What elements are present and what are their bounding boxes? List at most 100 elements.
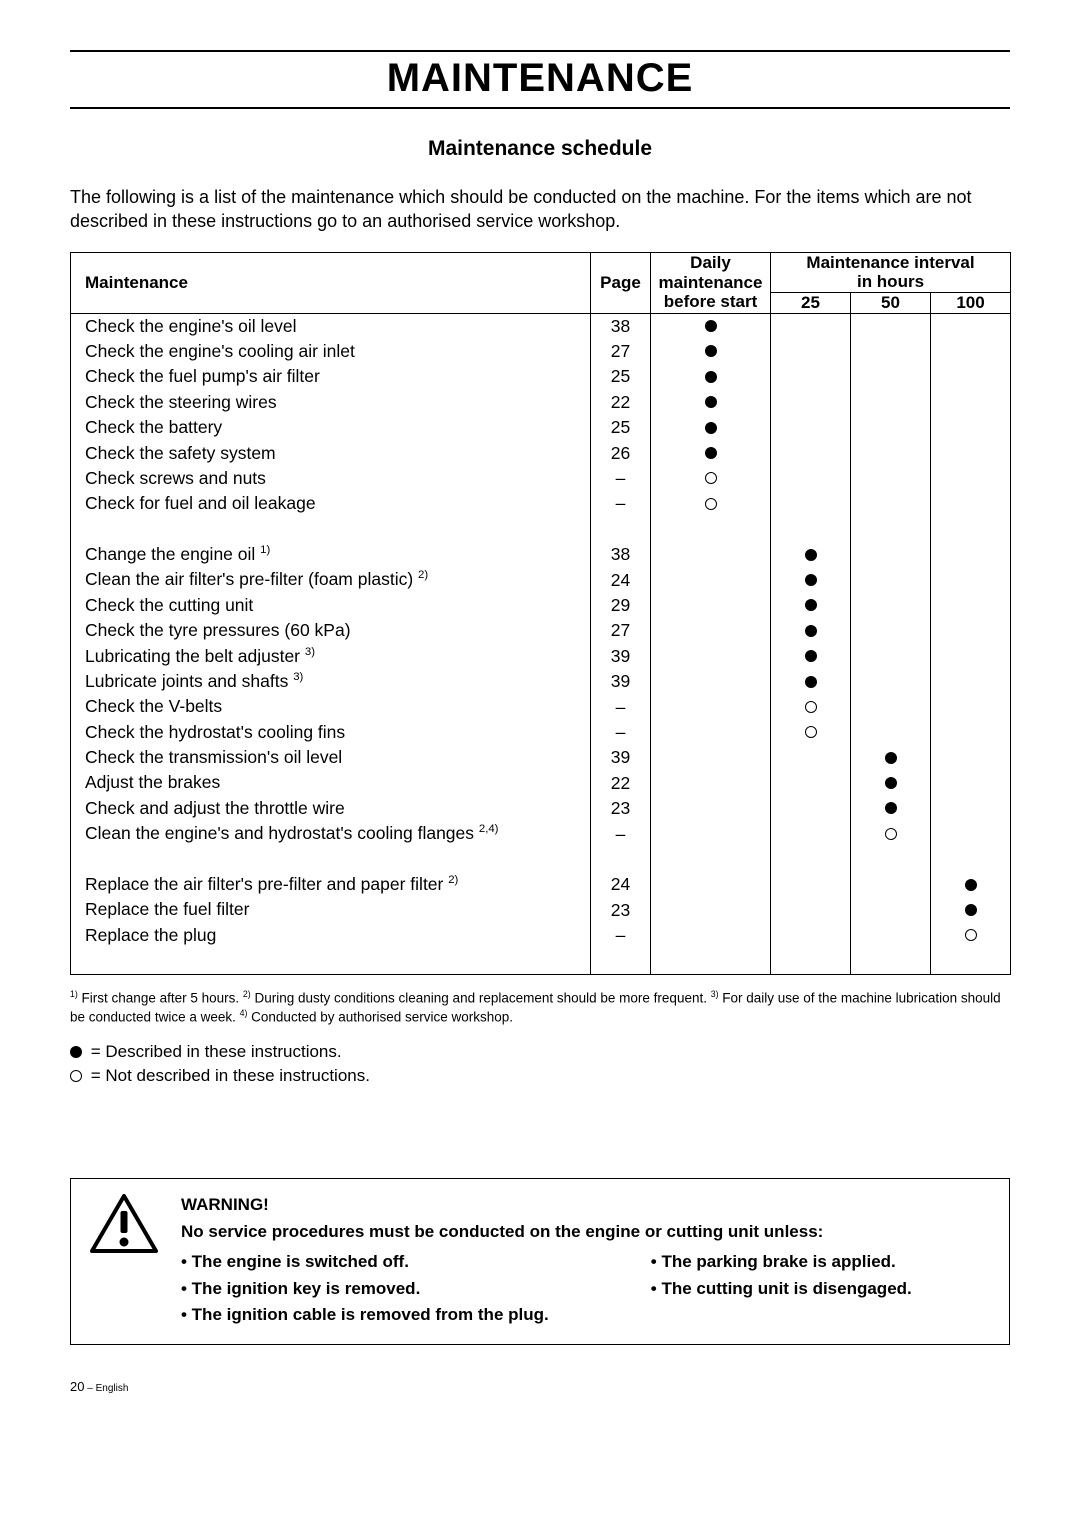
h100-mark bbox=[931, 364, 1010, 389]
task-row: Check the battery bbox=[85, 415, 582, 440]
h25-mark bbox=[771, 898, 850, 923]
h25-mark bbox=[771, 390, 850, 415]
h25-mark bbox=[771, 669, 850, 694]
h100-mark bbox=[931, 542, 1010, 567]
task-row: Check screws and nuts bbox=[85, 466, 582, 491]
h50-mark bbox=[851, 695, 930, 720]
h50-mark bbox=[851, 644, 930, 669]
warning-item: • The parking brake is applied. bbox=[651, 1250, 991, 1275]
h50-column bbox=[851, 313, 931, 974]
h25-mark bbox=[771, 923, 850, 948]
h50-mark bbox=[851, 314, 930, 339]
page-ref: – bbox=[591, 822, 650, 847]
h25-column bbox=[771, 313, 851, 974]
task-row: Check the steering wires bbox=[85, 390, 582, 415]
daily-mark bbox=[651, 745, 770, 770]
h50-mark bbox=[851, 872, 930, 897]
h50-mark bbox=[851, 720, 930, 745]
h100-column bbox=[931, 313, 1011, 974]
h50-mark bbox=[851, 441, 930, 466]
task-row: Check the engine's cooling air inlet bbox=[85, 339, 582, 364]
h100-mark bbox=[931, 695, 1010, 720]
h25-mark bbox=[771, 364, 850, 389]
task-row: Replace the fuel filter bbox=[85, 897, 582, 922]
h50-mark bbox=[851, 618, 930, 643]
daily-mark bbox=[651, 644, 770, 669]
page-ref: 26 bbox=[591, 441, 650, 466]
h100-mark bbox=[931, 491, 1010, 516]
h100-mark bbox=[931, 441, 1010, 466]
page-ref: 22 bbox=[591, 390, 650, 415]
h25-mark bbox=[771, 822, 850, 847]
h50-mark bbox=[851, 390, 930, 415]
daily-mark bbox=[651, 796, 770, 821]
daily-mark bbox=[651, 593, 770, 618]
page-ref: 25 bbox=[591, 415, 650, 440]
page-number: 20 – English bbox=[70, 1379, 1010, 1394]
warning-item: • The ignition key is removed. bbox=[181, 1277, 651, 1302]
h50-mark bbox=[851, 796, 930, 821]
h50-mark bbox=[851, 364, 930, 389]
h50-mark bbox=[851, 568, 930, 593]
h25-mark bbox=[771, 796, 850, 821]
page-ref: – bbox=[591, 491, 650, 516]
ring-icon bbox=[70, 1070, 82, 1082]
h100-mark bbox=[931, 872, 1010, 897]
daily-mark bbox=[651, 720, 770, 745]
task-row: Check the hydrostat's cooling fins bbox=[85, 720, 582, 745]
h25-mark bbox=[771, 745, 850, 770]
h50-mark bbox=[851, 542, 930, 567]
warning-box: WARNING! No service procedures must be c… bbox=[70, 1178, 1010, 1345]
task-row: Adjust the brakes bbox=[85, 770, 582, 795]
page-ref: – bbox=[591, 923, 650, 948]
page-ref: – bbox=[591, 720, 650, 745]
h25-mark bbox=[771, 441, 850, 466]
h100-mark bbox=[931, 390, 1010, 415]
h100-mark bbox=[931, 669, 1010, 694]
h100-mark bbox=[931, 593, 1010, 618]
page-ref: 22 bbox=[591, 771, 650, 796]
task-row: Check the fuel pump's air filter bbox=[85, 364, 582, 389]
h100-mark bbox=[931, 771, 1010, 796]
page-ref: – bbox=[591, 695, 650, 720]
daily-mark bbox=[651, 695, 770, 720]
daily-mark bbox=[651, 441, 770, 466]
page-ref: 23 bbox=[591, 898, 650, 923]
h25-mark bbox=[771, 491, 850, 516]
daily-mark bbox=[651, 568, 770, 593]
page-ref: 24 bbox=[591, 872, 650, 897]
h25-mark bbox=[771, 644, 850, 669]
page-ref: 39 bbox=[591, 669, 650, 694]
page-ref: 38 bbox=[591, 542, 650, 567]
h25-mark bbox=[771, 339, 850, 364]
header-daily: Daily maintenance before start bbox=[651, 252, 771, 313]
h25-mark bbox=[771, 872, 850, 897]
task-row: Check and adjust the throttle wire bbox=[85, 796, 582, 821]
h25-mark bbox=[771, 618, 850, 643]
task-row: Check the V-belts bbox=[85, 694, 582, 719]
warning-item: • The cutting unit is disengaged. bbox=[651, 1277, 991, 1302]
warning-heading: WARNING! bbox=[181, 1193, 991, 1218]
footnote: 1) First change after 5 hours. 2) During… bbox=[70, 989, 1010, 1026]
header-100: 100 bbox=[931, 292, 1011, 313]
page-ref: 24 bbox=[591, 568, 650, 593]
task-column: Check the engine's oil levelCheck the en… bbox=[71, 313, 591, 974]
h25-mark bbox=[771, 314, 850, 339]
header-maintenance: Maintenance bbox=[71, 252, 591, 313]
h25-mark bbox=[771, 695, 850, 720]
h100-mark bbox=[931, 720, 1010, 745]
page-column: 382725222526––382429273939––392223–2423– bbox=[591, 313, 651, 974]
page-ref: 29 bbox=[591, 593, 650, 618]
task-row: Check the transmission's oil level bbox=[85, 745, 582, 770]
task-row: Lubricate joints and shafts 3) bbox=[85, 669, 582, 694]
daily-mark bbox=[651, 364, 770, 389]
h50-mark bbox=[851, 339, 930, 364]
h100-mark bbox=[931, 568, 1010, 593]
h100-mark bbox=[931, 415, 1010, 440]
h25-mark bbox=[771, 542, 850, 567]
daily-mark bbox=[651, 314, 770, 339]
warning-icon bbox=[89, 1193, 159, 1255]
page-ref: 38 bbox=[591, 314, 650, 339]
daily-mark bbox=[651, 415, 770, 440]
daily-mark bbox=[651, 771, 770, 796]
